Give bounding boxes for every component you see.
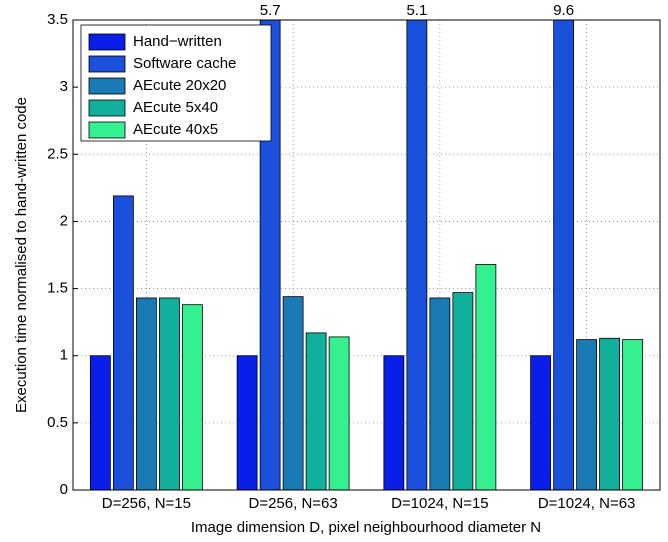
- bar: [622, 339, 644, 490]
- legend-swatch: [88, 55, 126, 73]
- value-label: 5.1: [406, 2, 427, 19]
- bar: [576, 339, 598, 490]
- bar: [452, 292, 474, 490]
- y-tick-label: 3.5: [47, 11, 68, 28]
- legend-label: AEcute 5x40: [133, 99, 218, 116]
- bar: [181, 304, 203, 490]
- value-label: 9.6: [553, 2, 574, 19]
- legend-swatch: [88, 33, 126, 51]
- y-tick-label: 1: [60, 347, 68, 364]
- bar: [553, 20, 575, 490]
- x-tick-label: D=1024, N=63: [538, 495, 636, 512]
- legend-label: Hand−written: [133, 33, 222, 50]
- bar: [305, 332, 327, 490]
- legend-label: AEcute 20x20: [133, 77, 226, 94]
- y-tick-label: 3: [60, 78, 68, 95]
- y-tick-label: 1.5: [47, 280, 68, 297]
- bar: [406, 20, 428, 490]
- legend-label: AEcute 40x5: [133, 121, 218, 138]
- x-tick-label: D=256, N=15: [102, 495, 191, 512]
- bar: [383, 355, 405, 490]
- y-tick-label: 2.5: [47, 145, 68, 162]
- bar: [89, 355, 111, 490]
- value-label: 5.7: [260, 2, 281, 19]
- bar: [429, 297, 451, 490]
- bar: [328, 336, 350, 490]
- bar: [599, 337, 621, 490]
- legend-swatch: [88, 99, 126, 117]
- x-tick-label: D=256, N=63: [249, 495, 338, 512]
- legend-swatch: [88, 121, 126, 139]
- bar: [282, 296, 304, 490]
- y-tick-label: 0: [60, 481, 68, 498]
- x-tick-label: D=1024, N=15: [391, 495, 489, 512]
- bar: [135, 297, 157, 490]
- y-tick-label: 0.5: [47, 414, 68, 431]
- y-axis-label: Execution time normalised to hand-writte…: [13, 97, 30, 413]
- x-axis-label: Image dimension D, pixel neighbourhood d…: [191, 519, 541, 536]
- plot-frame: [72, 19, 661, 491]
- legend-label: Software cache: [133, 55, 236, 72]
- y-tick-label: 2: [60, 212, 68, 229]
- bar: [530, 355, 552, 490]
- bar: [236, 355, 258, 490]
- bar: [112, 195, 134, 490]
- bar: [475, 263, 497, 490]
- bar: [158, 297, 180, 490]
- legend-swatch: [88, 77, 126, 95]
